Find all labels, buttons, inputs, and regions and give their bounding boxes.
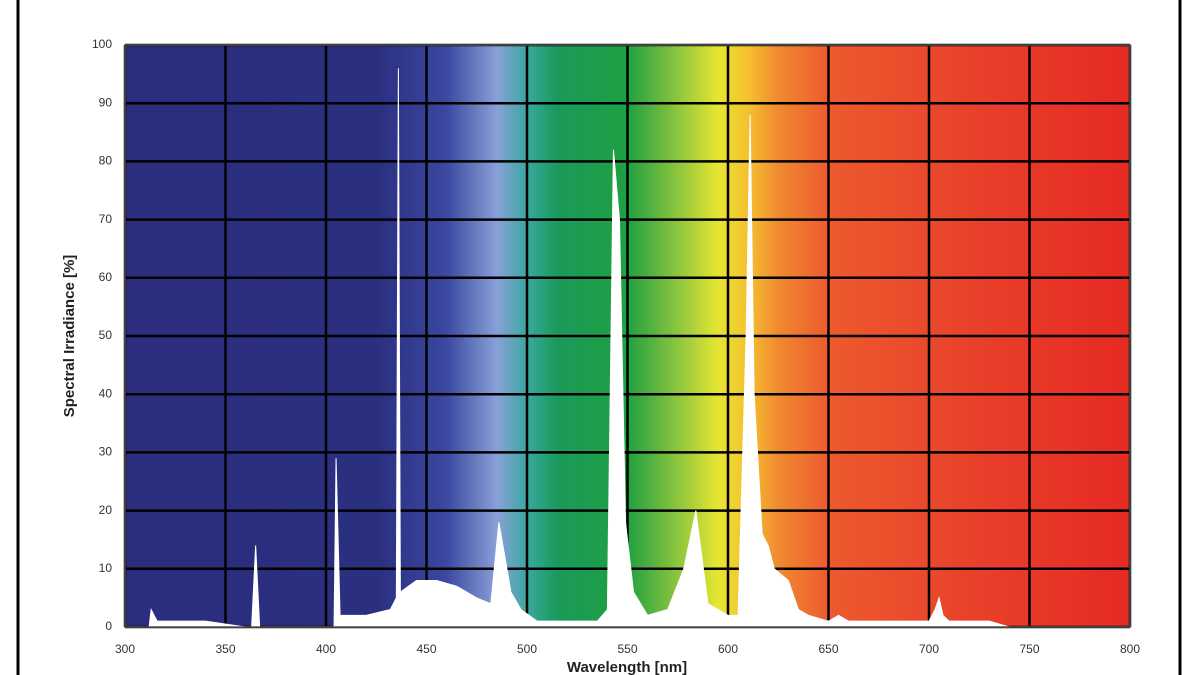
x-tick-label: 350 <box>215 642 235 656</box>
x-tick-label: 450 <box>416 642 436 656</box>
x-tick-label: 600 <box>718 642 738 656</box>
x-tick-label: 700 <box>919 642 939 656</box>
y-axis-label: Spectral Irradiance [%] <box>61 255 78 418</box>
y-tick-label: 50 <box>99 328 113 342</box>
plot-border <box>124 44 1131 628</box>
y-tick-label: 70 <box>99 212 113 226</box>
x-tick-label: 650 <box>818 642 838 656</box>
x-axis-label: Wavelength [nm] <box>567 659 687 675</box>
y-tick-label: 30 <box>99 445 113 459</box>
y-tick-label: 10 <box>99 561 113 575</box>
y-tick-label: 40 <box>99 386 113 400</box>
x-tick-label: 400 <box>316 642 336 656</box>
y-tick-label: 100 <box>92 37 112 51</box>
y-tick-label: 60 <box>99 270 113 284</box>
y-tick-label: 80 <box>99 154 113 168</box>
y-tick-label: 20 <box>99 503 113 517</box>
x-tick-label: 550 <box>617 642 637 656</box>
spectrum-area <box>125 68 1130 628</box>
x-tick-label: 800 <box>1120 642 1140 656</box>
y-tick-label: 0 <box>105 619 112 633</box>
x-tick-label: 500 <box>517 642 537 656</box>
y-tick-label: 90 <box>99 95 113 109</box>
x-tick-label: 300 <box>115 642 135 656</box>
x-tick-label: 750 <box>1019 642 1039 656</box>
